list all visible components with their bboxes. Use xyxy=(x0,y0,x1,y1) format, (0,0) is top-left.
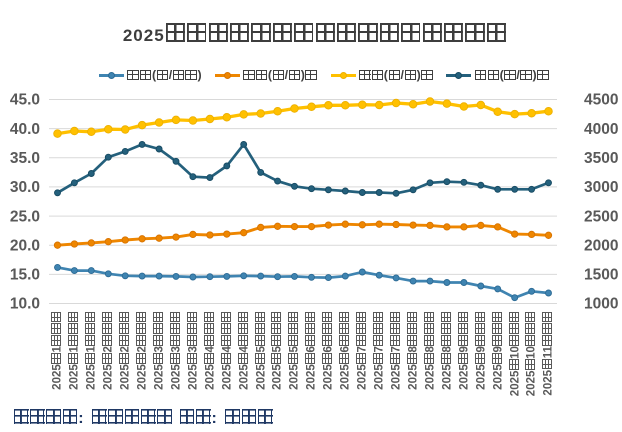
svg-text:1000: 1000 xyxy=(584,296,618,313)
svg-text:10.0: 10.0 xyxy=(10,296,40,313)
svg-text:4000: 4000 xyxy=(584,121,618,138)
svg-text:25.0: 25.0 xyxy=(10,208,40,225)
svg-text:30.0: 30.0 xyxy=(10,179,40,196)
svg-text:4500: 4500 xyxy=(584,92,618,109)
svg-text:35.0: 35.0 xyxy=(10,150,40,167)
svg-text:1500: 1500 xyxy=(584,267,618,284)
svg-text:45.0: 45.0 xyxy=(10,92,40,109)
svg-text:40.0: 40.0 xyxy=(10,121,40,138)
svg-text:20.0: 20.0 xyxy=(10,237,40,254)
svg-text:2000: 2000 xyxy=(584,237,618,254)
svg-text:3000: 3000 xyxy=(584,179,618,196)
svg-text:3500: 3500 xyxy=(584,150,618,167)
svg-text:15.0: 15.0 xyxy=(10,267,40,284)
svg-text:2500: 2500 xyxy=(584,208,618,225)
